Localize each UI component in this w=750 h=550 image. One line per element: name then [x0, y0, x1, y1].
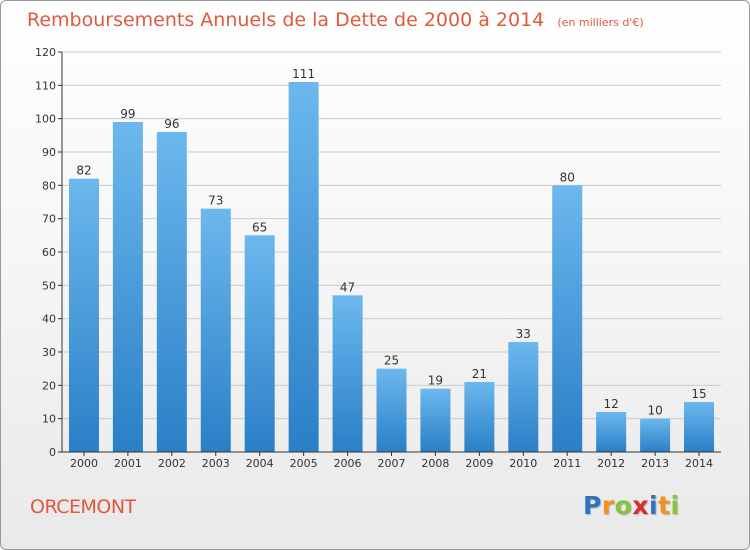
x-tick-label-2002: 2002: [158, 457, 186, 470]
x-tick-label-2009: 2009: [465, 457, 493, 470]
y-tick-label: 80: [42, 179, 56, 192]
bar-2003[interactable]: [200, 208, 231, 452]
data-label-2002: 96: [164, 117, 179, 131]
x-tick-label-2013: 2013: [641, 457, 669, 470]
data-label-2011: 80: [560, 170, 575, 184]
y-tick-label: 110: [35, 79, 56, 92]
x-tick-label-2003: 2003: [202, 457, 230, 470]
bar-2009[interactable]: [464, 382, 495, 452]
data-label-2010: 33: [516, 327, 531, 341]
logo-letter: o: [614, 491, 633, 520]
logo-letter: t: [658, 491, 671, 520]
bar-2013[interactable]: [640, 418, 671, 452]
data-label-2004: 65: [252, 220, 267, 234]
logo-letter: x: [632, 491, 649, 520]
x-tick-label-2010: 2010: [509, 457, 537, 470]
x-tick-label-2005: 2005: [290, 457, 318, 470]
bar-2010[interactable]: [508, 342, 539, 452]
logo-letter: i: [649, 491, 659, 520]
chart-subtitle: (en milliers d'€): [557, 16, 644, 29]
proxiti-logo[interactable]: Proxiti: [583, 491, 680, 520]
bars-layer: [68, 82, 715, 453]
chart-title: Remboursements Annuels de la Dette de 20…: [27, 9, 545, 31]
y-tick-label: 90: [42, 146, 56, 159]
y-tick-label: 60: [42, 246, 56, 259]
y-tick-label: 120: [35, 46, 56, 59]
bar-2006[interactable]: [332, 295, 363, 452]
bar-2001[interactable]: [112, 122, 143, 452]
x-tick-label-2000: 2000: [70, 457, 98, 470]
logo-letter: r: [601, 491, 615, 520]
bar-2002[interactable]: [156, 132, 187, 452]
bar-2005[interactable]: [288, 82, 319, 452]
logo-letter: P: [583, 491, 602, 520]
y-tick-label: 30: [42, 346, 56, 359]
data-label-2009: 21: [472, 367, 487, 381]
y-tick-label: 20: [42, 379, 56, 392]
data-label-2005: 111: [292, 67, 315, 81]
title-row: Remboursements Annuels de la Dette de 20…: [27, 9, 644, 31]
x-tick-label-2001: 2001: [114, 457, 142, 470]
bar-2007[interactable]: [376, 368, 407, 452]
bar-2012[interactable]: [596, 412, 627, 452]
x-tick-label-2007: 2007: [378, 457, 406, 470]
y-tick-label: 100: [35, 113, 56, 126]
data-label-2008: 19: [428, 374, 443, 388]
y-tick-label: 0: [49, 446, 56, 459]
x-tick-label-2011: 2011: [553, 457, 581, 470]
commune-name: ORCEMONT: [30, 496, 136, 518]
data-label-2012: 12: [604, 397, 619, 411]
labels-layer: 0 10 20 30 40 50 60 70 80 90 100 110 120 82 2000 99 2001…: [35, 46, 713, 470]
data-label-2000: 82: [76, 164, 91, 178]
x-tick-label-2014: 2014: [685, 457, 713, 470]
data-label-2006: 47: [340, 280, 355, 294]
data-label-2013: 10: [647, 404, 662, 418]
x-tick-label-2012: 2012: [597, 457, 625, 470]
y-tick-label: 50: [42, 279, 56, 292]
x-tick-label-2006: 2006: [334, 457, 362, 470]
data-label-2014: 15: [691, 387, 706, 401]
axis-layer: [58, 51, 721, 456]
logo-letter: i: [670, 491, 680, 520]
x-tick-label-2008: 2008: [421, 457, 449, 470]
y-tick-label: 40: [42, 313, 56, 326]
data-label-2001: 99: [120, 107, 135, 121]
data-label-2003: 73: [208, 194, 223, 208]
y-tick-label: 70: [42, 213, 56, 226]
bar-2000[interactable]: [68, 178, 99, 452]
bar-2004[interactable]: [244, 235, 275, 452]
y-tick-label: 10: [42, 413, 56, 426]
bar-2008[interactable]: [420, 388, 451, 452]
x-tick-label-2004: 2004: [246, 457, 274, 470]
bar-2011[interactable]: [552, 185, 583, 453]
data-label-2007: 25: [384, 354, 399, 368]
bar-2014[interactable]: [684, 402, 715, 452]
